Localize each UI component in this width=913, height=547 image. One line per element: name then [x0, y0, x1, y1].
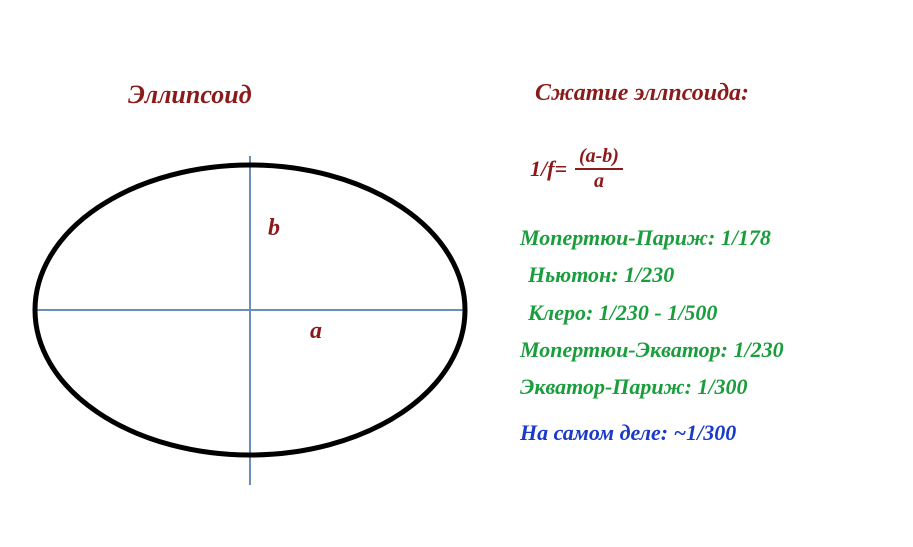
line-maupertuis-paris: Мопертюи-Париж: 1/178 [520, 225, 771, 251]
title-flattening: Сжатие эллпсоида: [535, 80, 749, 107]
axis-label-b: b [268, 215, 280, 242]
formula-numerator: (a-b) [575, 145, 623, 168]
axis-label-a: a [310, 318, 322, 345]
line-newton: Ньютон: 1/230 [528, 262, 674, 288]
flattening-formula: 1/f= (a-b) a [530, 145, 623, 193]
line-actual: На самом деле: ~1/300 [520, 420, 736, 446]
ellipse-figure [28, 125, 472, 495]
line-equator-paris: Экватор-Париж: 1/300 [520, 374, 748, 400]
line-maupertuis-equator: Мопертюи-Экватор: 1/230 [520, 337, 784, 363]
ellipse-svg [28, 125, 472, 495]
title-ellipsoid: Эллипсоид [128, 80, 252, 110]
line-clairaut: Клеро: 1/230 - 1/500 [528, 300, 717, 326]
formula-fraction: (a-b) a [575, 145, 623, 193]
formula-lhs: 1/f= [530, 156, 567, 182]
formula-denominator: a [575, 168, 623, 193]
